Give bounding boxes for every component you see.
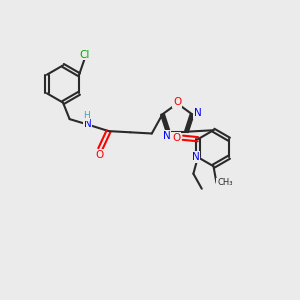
- Text: O: O: [95, 150, 104, 160]
- Text: H: H: [83, 111, 89, 120]
- Text: N: N: [192, 152, 200, 162]
- Text: CH₃: CH₃: [217, 178, 232, 187]
- Text: N: N: [163, 131, 170, 141]
- Text: O: O: [173, 97, 182, 107]
- Text: Cl: Cl: [79, 50, 90, 60]
- Text: N: N: [194, 108, 201, 118]
- Text: O: O: [172, 133, 180, 143]
- Text: N: N: [84, 119, 92, 130]
